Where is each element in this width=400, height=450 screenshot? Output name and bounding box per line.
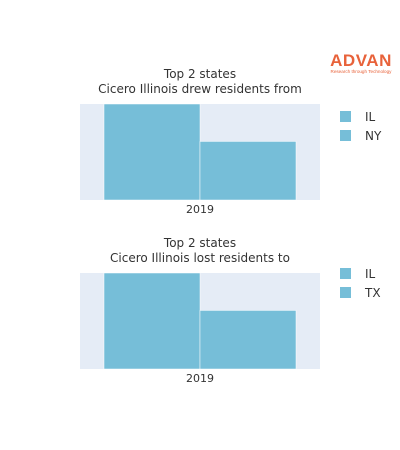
chart-2-bar-tx[interactable] [199,310,297,369]
chart-2-legend[interactable]: IL TX [340,264,381,302]
chart-2-title-line-2: Cicero Illinois lost residents to [110,251,290,265]
chart-1-legend-item-1[interactable]: IL [340,107,381,126]
advan-logo: ADVAN Research through Technology [328,52,394,75]
chart-2-legend-item-2[interactable]: TX [340,283,381,302]
logo-tagline: Research through Technology [330,69,392,74]
chart-2-title: Top 2 states Cicero Illinois lost reside… [80,236,320,266]
chart-1-legend-label-2: NY [365,128,382,143]
chart-2-bar-il[interactable] [103,273,201,369]
chart-2-legend-item-1[interactable]: IL [340,264,381,283]
chart-1-bar-ny[interactable] [199,141,297,200]
chart-1-legend[interactable]: IL NY [340,107,381,145]
chart-1-title-line-2: Cicero Illinois drew residents from [98,82,302,96]
chart-1-bar-il[interactable] [103,104,201,200]
chart-1-legend-item-2[interactable]: NY [340,126,381,145]
chart-2-x-tick: 2019 [186,372,214,385]
chart-1-title: Top 2 states Cicero Illinois drew reside… [80,67,320,97]
logo-wordmark: ADVAN [330,51,392,70]
chart-2-svg [103,273,297,369]
chart-1-svg [103,104,297,200]
chart-1-title-line-1: Top 2 states [163,67,237,81]
chart-1-legend-swatch-1 [340,111,351,122]
chart-1-x-tick: 2019 [186,203,214,216]
chart-2-legend-label-2: TX [365,285,381,300]
chart-2-title-line-1: Top 2 states [163,236,237,250]
chart-1-legend-label-1: IL [365,109,376,124]
chart-1-plot-area [80,104,320,200]
chart-2-legend-swatch-2 [340,287,351,298]
chart-2-plot-area [80,273,320,369]
chart-1-legend-swatch-2 [340,130,351,141]
chart-2-legend-label-1: IL [365,266,376,281]
chart-2-legend-swatch-1 [340,268,351,279]
